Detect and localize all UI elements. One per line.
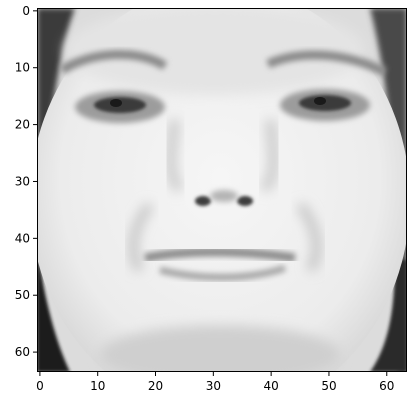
x-tick-label: 30	[206, 379, 221, 393]
y-tick-label: 0	[22, 4, 30, 18]
x-axis-ticks: 0 10 20 30 40 50 60	[36, 372, 394, 393]
y-tick-label: 20	[15, 118, 30, 132]
x-tick-label: 20	[148, 379, 163, 393]
y-tick-label: 30	[15, 174, 30, 188]
y-tick-label: 10	[15, 61, 30, 75]
axes-frame	[37, 8, 407, 372]
y-axis-ticks: 0 10 20 30 40 50 60	[15, 4, 37, 359]
x-tick-label: 60	[379, 379, 394, 393]
y-tick-label: 50	[15, 288, 30, 302]
x-tick-label: 10	[90, 379, 105, 393]
x-tick-label: 50	[321, 379, 336, 393]
x-tick-label: 0	[36, 379, 44, 393]
face-image	[37, 8, 407, 372]
y-tick-label: 40	[15, 231, 30, 245]
x-tick-label: 40	[264, 379, 279, 393]
y-tick-label: 60	[15, 345, 30, 359]
